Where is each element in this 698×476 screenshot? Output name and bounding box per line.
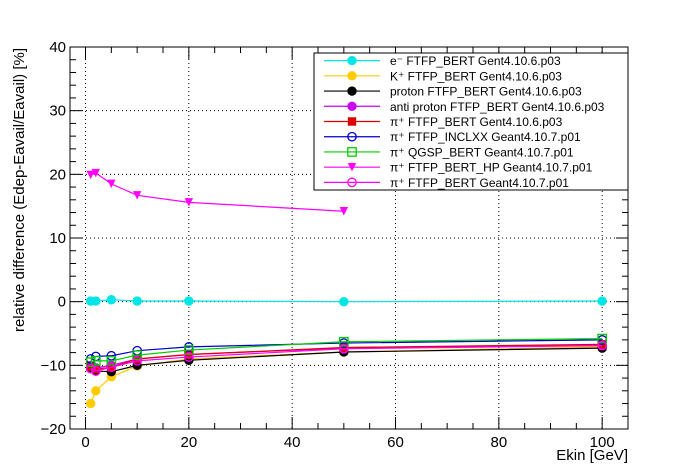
x-tick-label: 60 — [387, 434, 404, 451]
data-point — [183, 345, 194, 355]
series-9 — [85, 340, 608, 376]
x-tick-label: 0 — [81, 434, 89, 451]
x-axis-title: Ekin [GeV] — [556, 447, 628, 464]
legend-label: proton FTFP_BERT Gent4.10.6.p03 — [390, 85, 582, 99]
legend-marker — [347, 162, 357, 172]
y-tick-label: 10 — [49, 230, 66, 247]
data-point — [338, 336, 349, 347]
legend-label: π⁺ FTFP_INCLXX Geant4.10.7.p01 — [390, 130, 581, 144]
series-layer — [85, 168, 608, 409]
legend-entry: K⁺ FTFP_BERT Gent4.10.6.p03 — [324, 69, 562, 83]
legend-marker — [347, 131, 357, 142]
data-point — [132, 296, 142, 306]
x-tick-label: 20 — [180, 434, 197, 451]
data-point — [132, 191, 142, 200]
data-point — [85, 398, 96, 409]
series-line — [90, 172, 344, 212]
data-point — [86, 170, 95, 180]
data-point — [338, 343, 349, 354]
data-point — [132, 350, 143, 360]
data-point — [184, 296, 194, 306]
data-point — [91, 168, 101, 178]
legend-entry: anti proton FTFP_BERT Gent4.10.6.p03 — [324, 100, 605, 114]
legend-entry: proton FTFP_BERT Gent4.10.6.p03 — [324, 85, 582, 99]
data-point — [339, 207, 349, 216]
y-tick-label: −20 — [41, 421, 66, 438]
data-point — [597, 333, 608, 344]
legend-entry: π⁺ FTFP_INCLXX Geant4.10.7.p01 — [324, 130, 581, 144]
data-point — [107, 179, 116, 189]
data-point — [106, 350, 117, 361]
data-point — [91, 296, 101, 306]
legend-label: π⁺ QGSP_BERT Geant4.10.7.p01 — [390, 145, 574, 159]
series-line — [90, 337, 603, 363]
data-point — [106, 356, 117, 366]
data-point — [85, 363, 96, 374]
legend-label: π⁺ FTFP_BERT Geant4.10.7.p01 — [390, 176, 569, 190]
legend-entry: π⁺ FTFP_BERT Gent4.10.6.p03 — [324, 115, 563, 129]
y-tick-label: 30 — [49, 103, 66, 120]
legend-marker — [347, 177, 357, 188]
data-point — [106, 362, 117, 373]
series-8 — [86, 168, 349, 216]
x-tick-label: 40 — [284, 434, 301, 451]
data-point — [183, 352, 194, 362]
data-point — [339, 296, 349, 307]
data-point — [90, 356, 101, 366]
legend-label: e⁻ FTFP_BERT Gent4.10.6.p03 — [390, 54, 561, 68]
data-point — [90, 366, 101, 376]
legend-marker — [347, 71, 357, 81]
series-1 — [85, 295, 607, 307]
x-tick-label: 80 — [490, 434, 507, 451]
legend-entry: e⁻ FTFP_BERT Gent4.10.6.p03 — [324, 54, 561, 68]
data-point — [597, 340, 608, 351]
data-point — [91, 386, 101, 396]
y-tick-label: −10 — [41, 357, 66, 374]
legend-marker — [347, 117, 357, 126]
legend-label: K⁺ FTFP_BERT Gent4.10.6.p03 — [390, 69, 562, 83]
y-tick-label: 40 — [49, 39, 66, 56]
y-axis-title: relative difference (Edep-Eavail/Eavail)… — [11, 48, 28, 332]
legend-label: π⁺ FTFP_BERT Gent4.10.6.p03 — [390, 115, 563, 129]
legend-marker — [347, 55, 357, 66]
series-7 — [85, 333, 608, 368]
axes: 0 20 40 60 80 100 −20 −10 0 10 20 30 40 — [41, 39, 629, 451]
y-tick-label: 20 — [49, 166, 66, 183]
legend-marker — [347, 101, 357, 111]
legend-label: anti proton FTFP_BERT Gent4.10.6.p03 — [390, 100, 605, 114]
x-tick-label: 100 — [590, 434, 615, 451]
data-point — [91, 364, 101, 374]
legend-label: π⁺ FTFP_BERT_HP Geant4.10.7.p01 — [390, 161, 593, 175]
data-point — [184, 198, 194, 207]
legend-entry: π⁺ FTFP_BERT Geant4.10.7.p01 — [324, 176, 569, 190]
legend-marker — [347, 147, 357, 157]
legend-entry: π⁺ QGSP_BERT Geant4.10.7.p01 — [324, 145, 574, 159]
y-tick-label: 0 — [58, 294, 66, 311]
legend-entry: π⁺ FTFP_BERT_HP Geant4.10.7.p01 — [324, 161, 593, 175]
data-point — [106, 295, 117, 305]
series-line — [90, 344, 603, 372]
data-point — [85, 357, 96, 368]
data-point — [597, 296, 607, 306]
legend-marker — [347, 86, 357, 96]
data-point — [132, 356, 143, 366]
